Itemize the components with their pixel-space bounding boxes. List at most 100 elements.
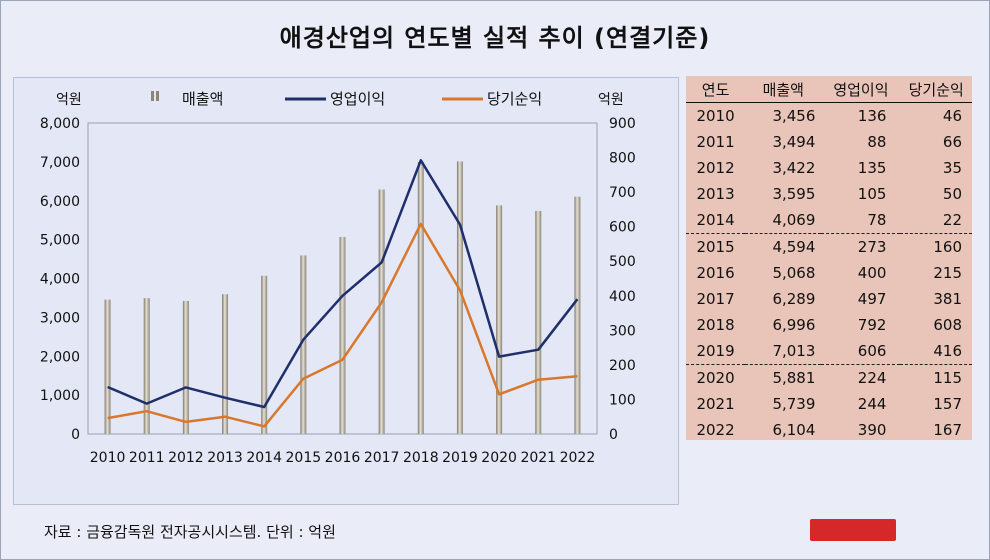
left-axis-label: 억원 (56, 92, 82, 108)
cell-net-income: 115 (900, 364, 972, 391)
cell-net-income: 167 (933, 421, 962, 439)
cell-operating-profit: 273 (821, 233, 901, 260)
x-axis-tick-label: 2021 (520, 450, 556, 466)
global-economic-logo (810, 519, 896, 541)
cell-year: 2016 (696, 264, 735, 282)
cell-year: 2017 (696, 290, 735, 308)
right-axis-tick-label: 200 (609, 358, 636, 374)
cell-operating-profit: 78 (867, 211, 887, 229)
cell-operating-profit: 135 (857, 159, 887, 177)
left-axis-tick-label: 2,000 (40, 349, 80, 365)
right-axis-tick-label: 700 (609, 185, 636, 201)
table-row: 2013 3,595 105 50 (686, 181, 972, 207)
sales-bar (182, 300, 189, 434)
table-row: 2012 3,422 135 35 (686, 155, 972, 181)
cell-year: 2020 (686, 364, 746, 391)
table-row: 2021 5,739 244 157 (686, 391, 972, 417)
right-axis-tick-label: 0 (609, 427, 618, 443)
left-axis-tick-label: 3,000 (40, 310, 80, 326)
left-axis-tick-label: 0 (71, 427, 80, 443)
cell-sales: 5,739 (772, 395, 816, 413)
cell-sales: 3,456 (772, 107, 816, 125)
sales-bar (378, 189, 385, 434)
cell-sales: 3,422 (772, 159, 816, 177)
chart-panel: 0 1,000 2,000 3,000 4,000 5,000 6,000 7,000 8,00… (13, 77, 679, 505)
legend-sales-swatch (156, 91, 159, 101)
cell-net-income: 416 (933, 342, 962, 360)
header-operating-profit: 영업이익 (821, 76, 901, 103)
cell-operating-profit: 390 (857, 421, 887, 439)
cell-net-income: 215 (933, 264, 962, 282)
legend-sales-swatch (151, 91, 154, 101)
cell-sales: 6,996 (772, 316, 816, 334)
cell-operating-profit: 400 (857, 264, 887, 282)
cell-sales: 3,494 (772, 133, 816, 151)
table-row: 2016 5,068 400 215 (686, 260, 972, 286)
legend-operating-label: 영업이익 (330, 90, 385, 108)
data-table-panel: 연도 매출액 영업이익 당기순익 2010 3,456 136 46 2011 3,494… (686, 76, 972, 440)
table-row: 2022 6,104 390 167 (686, 417, 972, 443)
sales-bar (496, 205, 503, 434)
x-axis-tick-label: 2016 (325, 450, 361, 466)
table-row: 2010 3,456 136 46 (686, 103, 972, 130)
x-axis-tick-label: 2020 (481, 450, 517, 466)
left-axis-tick-label: 6,000 (40, 194, 80, 210)
cell-net-income: 46 (942, 107, 962, 125)
right-axis-tick-label: 500 (609, 254, 636, 270)
cell-sales: 4,069 (772, 211, 816, 229)
cell-year: 2012 (696, 159, 735, 177)
cell-sales: 7,013 (772, 342, 816, 360)
cell-year: 2015 (686, 233, 746, 260)
cell-year: 2011 (696, 133, 735, 151)
sales-bar (574, 196, 581, 434)
net-income-line (107, 222, 578, 428)
x-axis-tick-label: 2010 (90, 450, 126, 466)
table-row: 2020 5,881 224 115 (686, 364, 972, 391)
legend-sales-label: 매출액 (182, 90, 223, 108)
table-row: 2015 4,594 273 160 (686, 233, 972, 260)
right-axis-tick-label: 100 (609, 392, 636, 408)
cell-sales: 6,289 (772, 290, 816, 308)
right-axis-tick-label: 400 (609, 289, 636, 305)
cell-operating-profit: 88 (867, 133, 887, 151)
x-axis-tick-label: 2015 (286, 450, 322, 466)
cell-net-income: 66 (942, 133, 962, 151)
left-axis-tick-label: 4,000 (40, 272, 80, 288)
operating-profit-line (107, 159, 579, 409)
table-row: 2017 6,289 497 381 (686, 286, 972, 312)
sales-bar (456, 161, 463, 434)
cell-year: 2018 (696, 316, 735, 334)
cell-year: 2014 (696, 211, 735, 229)
page-title: 애경산업의 연도별 실적 추이 (연결기준) (279, 24, 711, 52)
cell-sales: 3,595 (772, 185, 816, 203)
cell-net-income: 157 (933, 395, 962, 413)
left-axis-tick-label: 8,000 (40, 116, 80, 132)
cell-operating-profit: 105 (857, 185, 887, 203)
sales-bar (417, 162, 424, 434)
cell-net-income: 381 (933, 290, 962, 308)
cell-net-income: 35 (942, 159, 962, 177)
table-header-row: 연도 매출액 영업이익 당기순익 (686, 76, 972, 103)
cell-year: 2019 (696, 342, 735, 360)
right-axis-tick-label: 300 (609, 323, 636, 339)
x-axis-tick-label: 2011 (129, 450, 165, 466)
sales-bar (300, 255, 307, 434)
cell-year: 2022 (696, 421, 735, 439)
header-net-income: 당기순익 (900, 76, 972, 103)
table-row: 2014 4,069 78 22 (686, 207, 972, 234)
data-table: 연도 매출액 영업이익 당기순익 2010 3,456 136 46 2011 3,494… (686, 76, 972, 443)
sales-bar (143, 298, 150, 434)
right-axis-tick-label: 800 (609, 151, 636, 167)
legend-net-label: 당기순익 (487, 90, 542, 108)
cell-year: 2013 (696, 185, 735, 203)
left-axis-tick-label: 1,000 (40, 388, 80, 404)
cell-net-income: 22 (942, 211, 962, 229)
x-axis-tick-label: 2017 (364, 450, 400, 466)
cell-operating-profit: 136 (857, 107, 887, 125)
header-year: 연도 (686, 76, 746, 103)
cell-sales: 6,104 (772, 421, 816, 439)
sales-bar (222, 294, 229, 434)
cell-year: 2021 (696, 395, 735, 413)
sales-bar (339, 236, 346, 434)
right-axis-tick-label: 600 (609, 220, 636, 236)
